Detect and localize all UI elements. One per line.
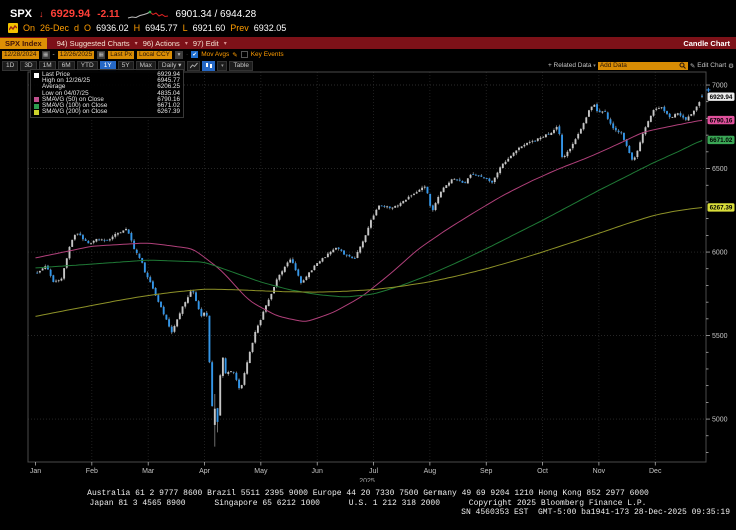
menu-suggested-charts[interactable]: 94) Suggested Charts bbox=[56, 38, 130, 48]
key-events-label: Key Events bbox=[250, 51, 284, 58]
svg-text:+: + bbox=[706, 86, 711, 95]
chevron-down-icon: ▾ bbox=[134, 40, 138, 47]
svg-text:Jul: Jul bbox=[369, 468, 378, 475]
legend-row: High on 12/26/25 6945.77 bbox=[34, 77, 180, 84]
svg-text:5500: 5500 bbox=[712, 333, 728, 340]
price-change: -2.11 bbox=[97, 8, 120, 20]
high-label: H bbox=[133, 22, 141, 33]
line-chart-icon[interactable] bbox=[187, 60, 201, 71]
prev-value: 6932.05 bbox=[253, 22, 287, 33]
session-date: 26-Dec bbox=[40, 22, 70, 33]
price-chart[interactable]: +5000 5500 6000 6500 7000 6929.94 6790.16 6671.… bbox=[0, 68, 736, 487]
low-label: L bbox=[182, 22, 188, 33]
date-from-input[interactable]: 12/28/2024 bbox=[2, 50, 39, 59]
svg-text:6500: 6500 bbox=[712, 166, 728, 173]
low-value: 6921.60 bbox=[192, 22, 226, 33]
security-input[interactable]: SPX Index bbox=[0, 37, 47, 49]
screen-title: Candle Chart bbox=[683, 38, 730, 48]
date-to-input[interactable]: 12/26/2025 bbox=[57, 50, 95, 59]
calendar-icon[interactable]: ▦ bbox=[41, 50, 50, 59]
svg-text:Feb: Feb bbox=[86, 468, 98, 475]
search-icon bbox=[679, 62, 686, 69]
related-data-button[interactable]: + Related Data ▾ bbox=[547, 62, 596, 69]
legend-swatch bbox=[34, 97, 39, 103]
svg-text:Oct: Oct bbox=[537, 468, 548, 475]
footer-session-line: SN 4560353 EST GMT-5:00 ba1941-173 28-De… bbox=[461, 508, 730, 517]
legend-swatch bbox=[34, 79, 39, 84]
function-menu-bar: SPX Index 94) Suggested Charts ▾ 96) Act… bbox=[0, 37, 736, 49]
ticker-symbol: SPX bbox=[10, 8, 33, 20]
svg-text:Jun: Jun bbox=[312, 468, 323, 475]
chart-controls-row: 12/28/2024 ▦ - 12/26/2025 ▦ Last Px Loca… bbox=[2, 50, 284, 59]
table-button[interactable]: Table bbox=[229, 60, 253, 71]
svg-text:Apr: Apr bbox=[199, 468, 211, 475]
security-header: SPX ↓ 6929.94 -2.11 6901.34 / 6944.28 bbox=[10, 7, 256, 21]
legend-row: Average 6206.25 bbox=[34, 84, 180, 91]
chevron-down-icon[interactable]: ▾ bbox=[217, 60, 228, 71]
sparkline-marker bbox=[148, 10, 151, 13]
svg-text:Nov: Nov bbox=[593, 468, 606, 475]
svg-text:Jan: Jan bbox=[30, 468, 41, 475]
svg-text:7000: 7000 bbox=[712, 82, 728, 89]
high-value: 6945.77 bbox=[145, 22, 178, 33]
down-arrow-icon: ↓ bbox=[39, 9, 44, 19]
svg-text:May: May bbox=[254, 468, 268, 475]
menu-actions[interactable]: 96) Actions bbox=[142, 38, 180, 48]
edit-chart-button[interactable]: Edit Chart bbox=[697, 62, 727, 69]
chevron-down-icon[interactable]: ▾ bbox=[175, 50, 184, 59]
pencil-icon[interactable]: ✎ bbox=[232, 51, 238, 59]
open-value: 6936.02 bbox=[96, 22, 129, 33]
svg-text:6671.02: 6671.02 bbox=[710, 137, 733, 144]
date-separator: - bbox=[52, 51, 55, 58]
legend-swatch bbox=[34, 72, 39, 78]
prev-label: Prev bbox=[230, 22, 249, 33]
currency-select[interactable]: Local CCY bbox=[136, 50, 173, 59]
legend-swatch bbox=[34, 91, 39, 96]
gear-icon[interactable]: ⚙ bbox=[728, 62, 734, 70]
svg-text:5000: 5000 bbox=[712, 416, 728, 423]
legend-row: SMAVG (50) on Close 6790.16 bbox=[34, 96, 180, 103]
last-price: 6929.94 bbox=[50, 8, 91, 20]
legend-swatch bbox=[34, 103, 39, 109]
footer-copyright-line: Japan 81 3 4565 8900 Singapore 65 6212 1… bbox=[89, 499, 647, 508]
footer-contact-line: Australia 61 2 9777 8600 Brazil 5511 239… bbox=[87, 489, 649, 498]
svg-text:6000: 6000 bbox=[712, 249, 728, 256]
mov-avgs-checkbox[interactable]: ✔ bbox=[191, 51, 199, 58]
candle-chart-icon[interactable] bbox=[202, 60, 216, 71]
legend-row: Last Price 6929.94 bbox=[34, 71, 180, 78]
day-range: 6901.34 / 6944.28 bbox=[175, 8, 257, 20]
legend-swatch bbox=[34, 109, 39, 115]
chevron-down-icon: ▾ bbox=[184, 40, 188, 47]
svg-text:6267.39: 6267.39 bbox=[710, 205, 733, 212]
tab-3d[interactable]: 3D bbox=[20, 60, 37, 71]
chevron-down-icon: ▾ bbox=[223, 40, 227, 47]
chart-note-icon[interactable] bbox=[8, 22, 18, 33]
tab-1d[interactable]: 1D bbox=[2, 60, 19, 71]
session-freq: d bbox=[74, 22, 80, 33]
menu-edit[interactable]: 97) Edit bbox=[192, 38, 219, 48]
legend-row: Low on 04/07/25 4835.04 bbox=[34, 90, 180, 97]
pencil-icon[interactable]: ✎ bbox=[689, 62, 696, 70]
svg-text:6929.94: 6929.94 bbox=[710, 94, 733, 101]
svg-text:Dec: Dec bbox=[649, 468, 662, 475]
session-stats: On 26-Dec d O 6936.02 H 6945.77 L 6921.6… bbox=[8, 22, 286, 33]
legend-row: SMAVG (100) on Close 6671.02 bbox=[34, 102, 180, 109]
chart-legend: Last Price 6929.94 High on 12/26/25 6945.7… bbox=[30, 69, 184, 119]
svg-text:Aug: Aug bbox=[424, 468, 437, 475]
legend-row: SMAVG (200) on Close 6267.39 bbox=[34, 108, 180, 115]
session-on-label: On bbox=[23, 22, 36, 33]
svg-text:2025: 2025 bbox=[359, 478, 375, 482]
price-field-select[interactable]: Last Px bbox=[108, 50, 134, 59]
key-events-checkbox[interactable] bbox=[240, 51, 248, 58]
add-data-input[interactable]: Add Data bbox=[597, 61, 688, 70]
legend-swatch bbox=[34, 85, 39, 90]
svg-text:Sep: Sep bbox=[480, 468, 493, 475]
svg-text:Mar: Mar bbox=[142, 468, 155, 475]
mov-avgs-label: Mov Avgs bbox=[201, 51, 230, 58]
intraday-sparkline bbox=[127, 10, 168, 18]
calendar-icon[interactable]: ▦ bbox=[97, 50, 106, 59]
open-label: O bbox=[84, 22, 92, 33]
svg-text:6790.16: 6790.16 bbox=[710, 117, 733, 124]
